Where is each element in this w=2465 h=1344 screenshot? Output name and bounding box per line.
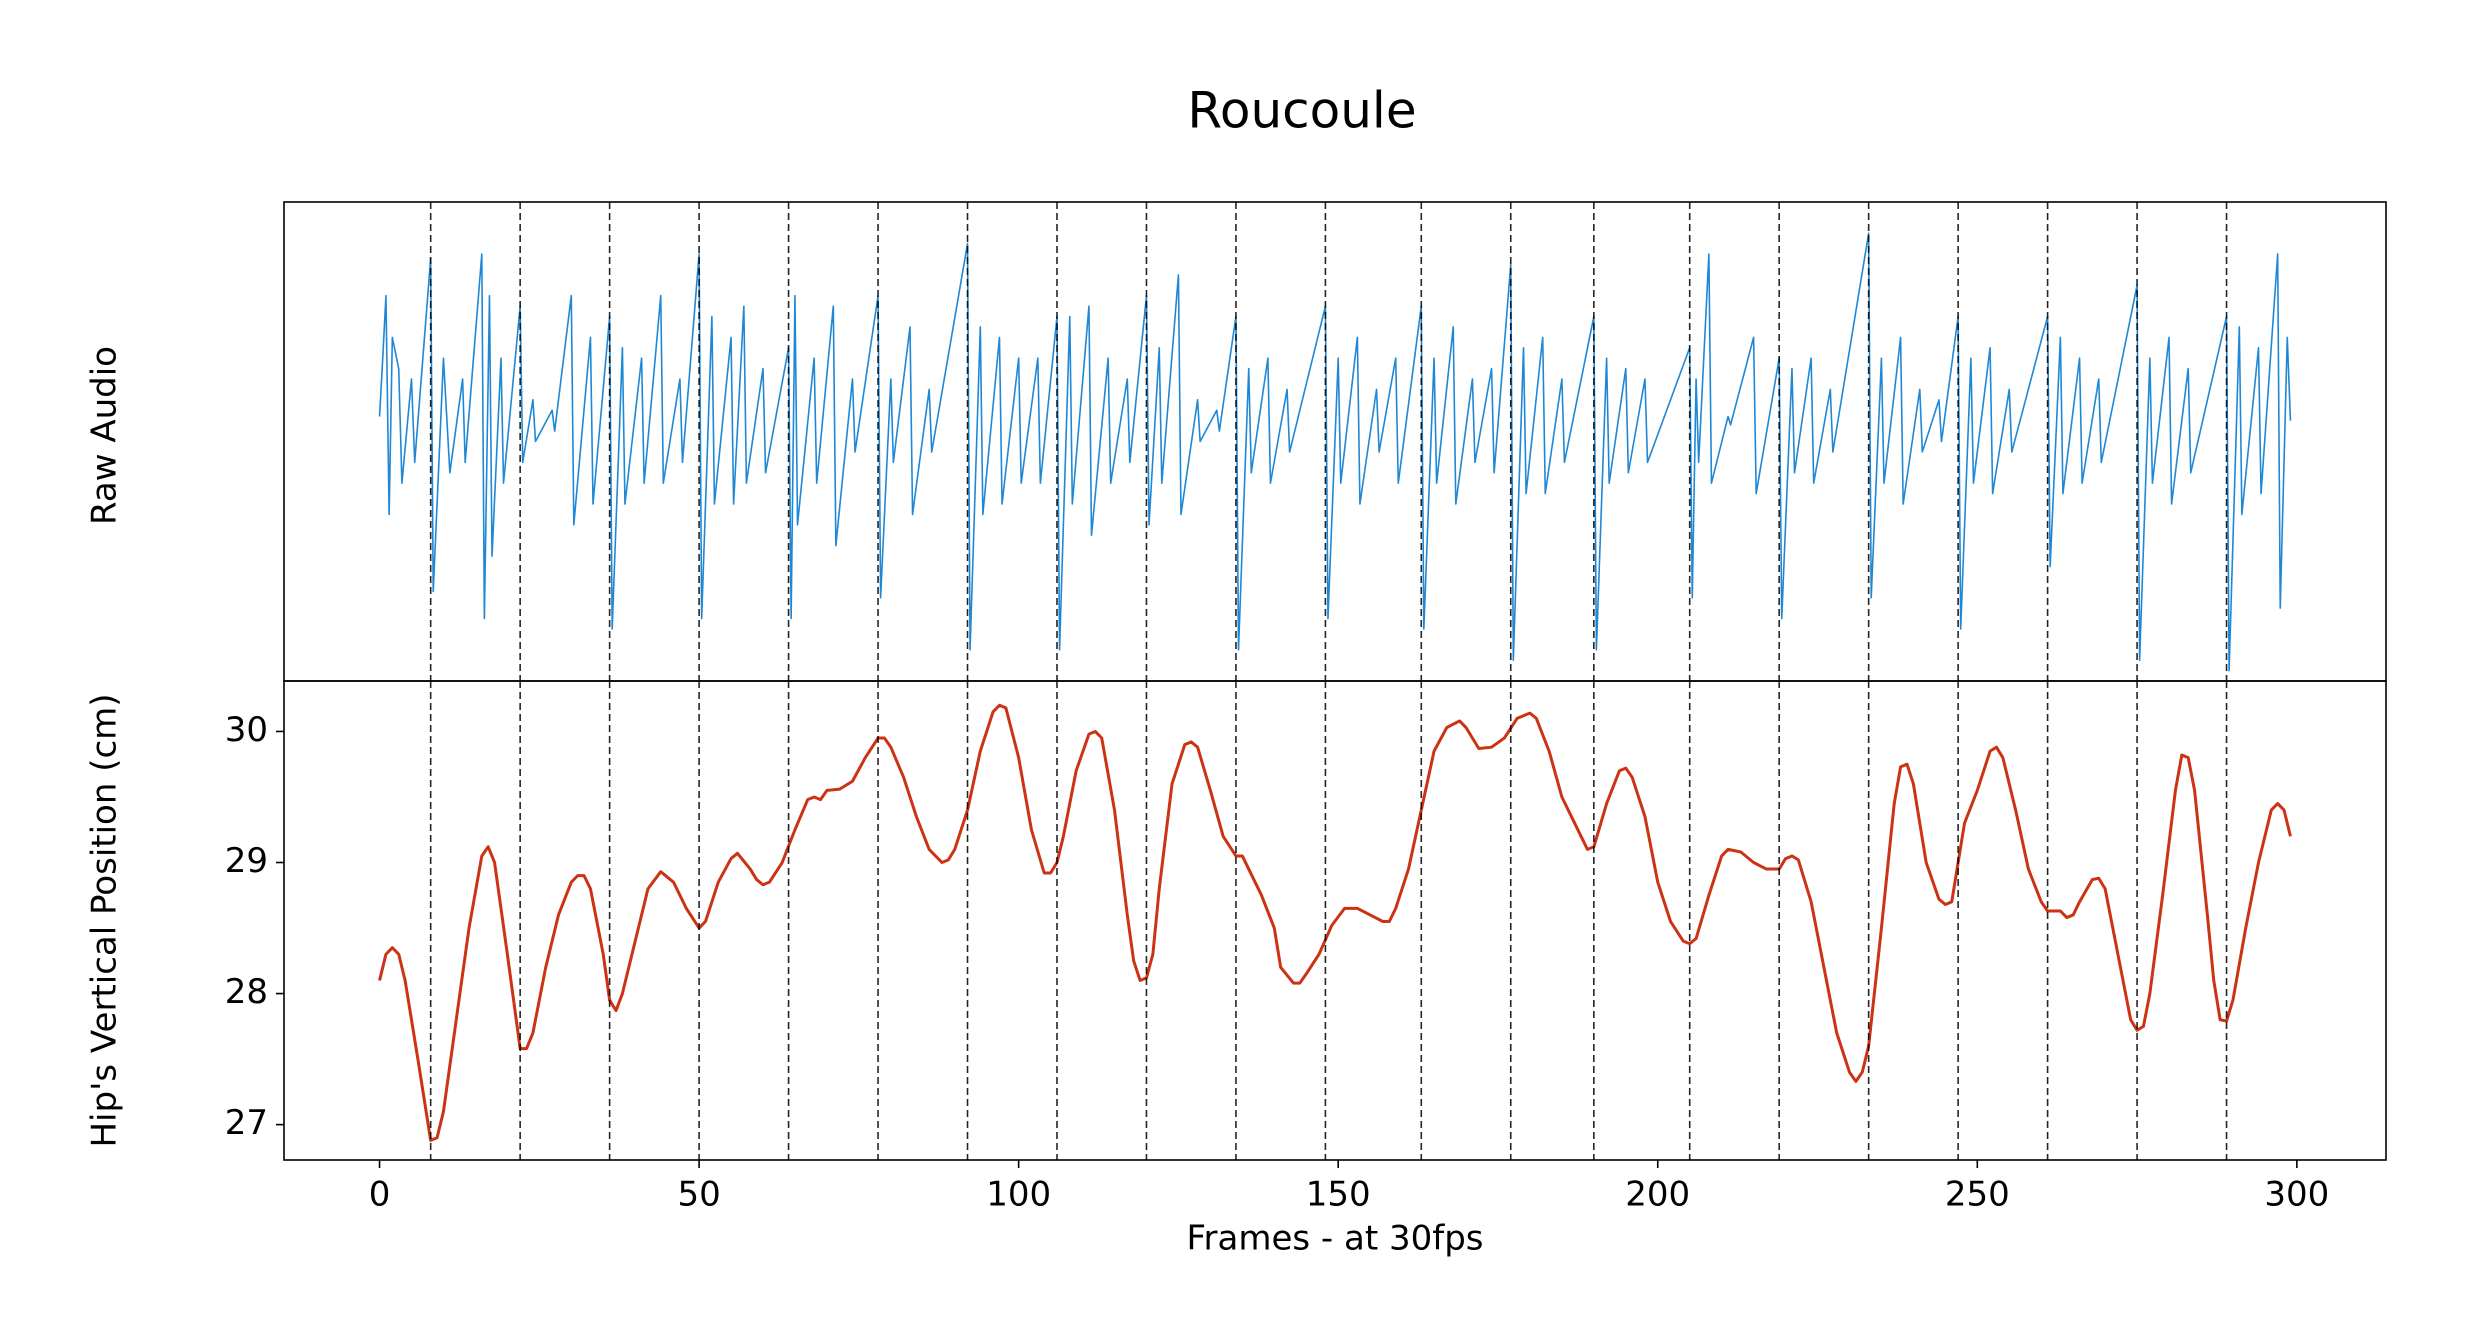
y-axis-label: Raw Audio: [85, 346, 125, 525]
chart-title: Roucoule: [1187, 82, 1416, 140]
y-tick-label: 30: [225, 710, 268, 750]
y-tick-label: 29: [225, 841, 268, 881]
axes-frame: [283, 680, 2387, 1161]
x-tick-label: 0: [369, 1175, 391, 1215]
x-tick-label: 150: [1306, 1175, 1371, 1215]
y-tick-label: 27: [225, 1103, 268, 1143]
data-line: [378, 232, 2292, 672]
x-tick-label: 100: [986, 1175, 1051, 1215]
x-axis-label: Frames - at 30fps: [1186, 1219, 1483, 1259]
x-tick-label: 200: [1625, 1175, 1690, 1215]
x-tick-label: 300: [2264, 1175, 2329, 1215]
data-line: [378, 703, 2292, 1142]
x-tick-label: 250: [1945, 1175, 2010, 1215]
y-tick-label: 28: [225, 972, 268, 1012]
y-axis-label: Hip's Vertical Position (cm): [85, 693, 125, 1147]
x-tick-label: 50: [677, 1175, 720, 1215]
